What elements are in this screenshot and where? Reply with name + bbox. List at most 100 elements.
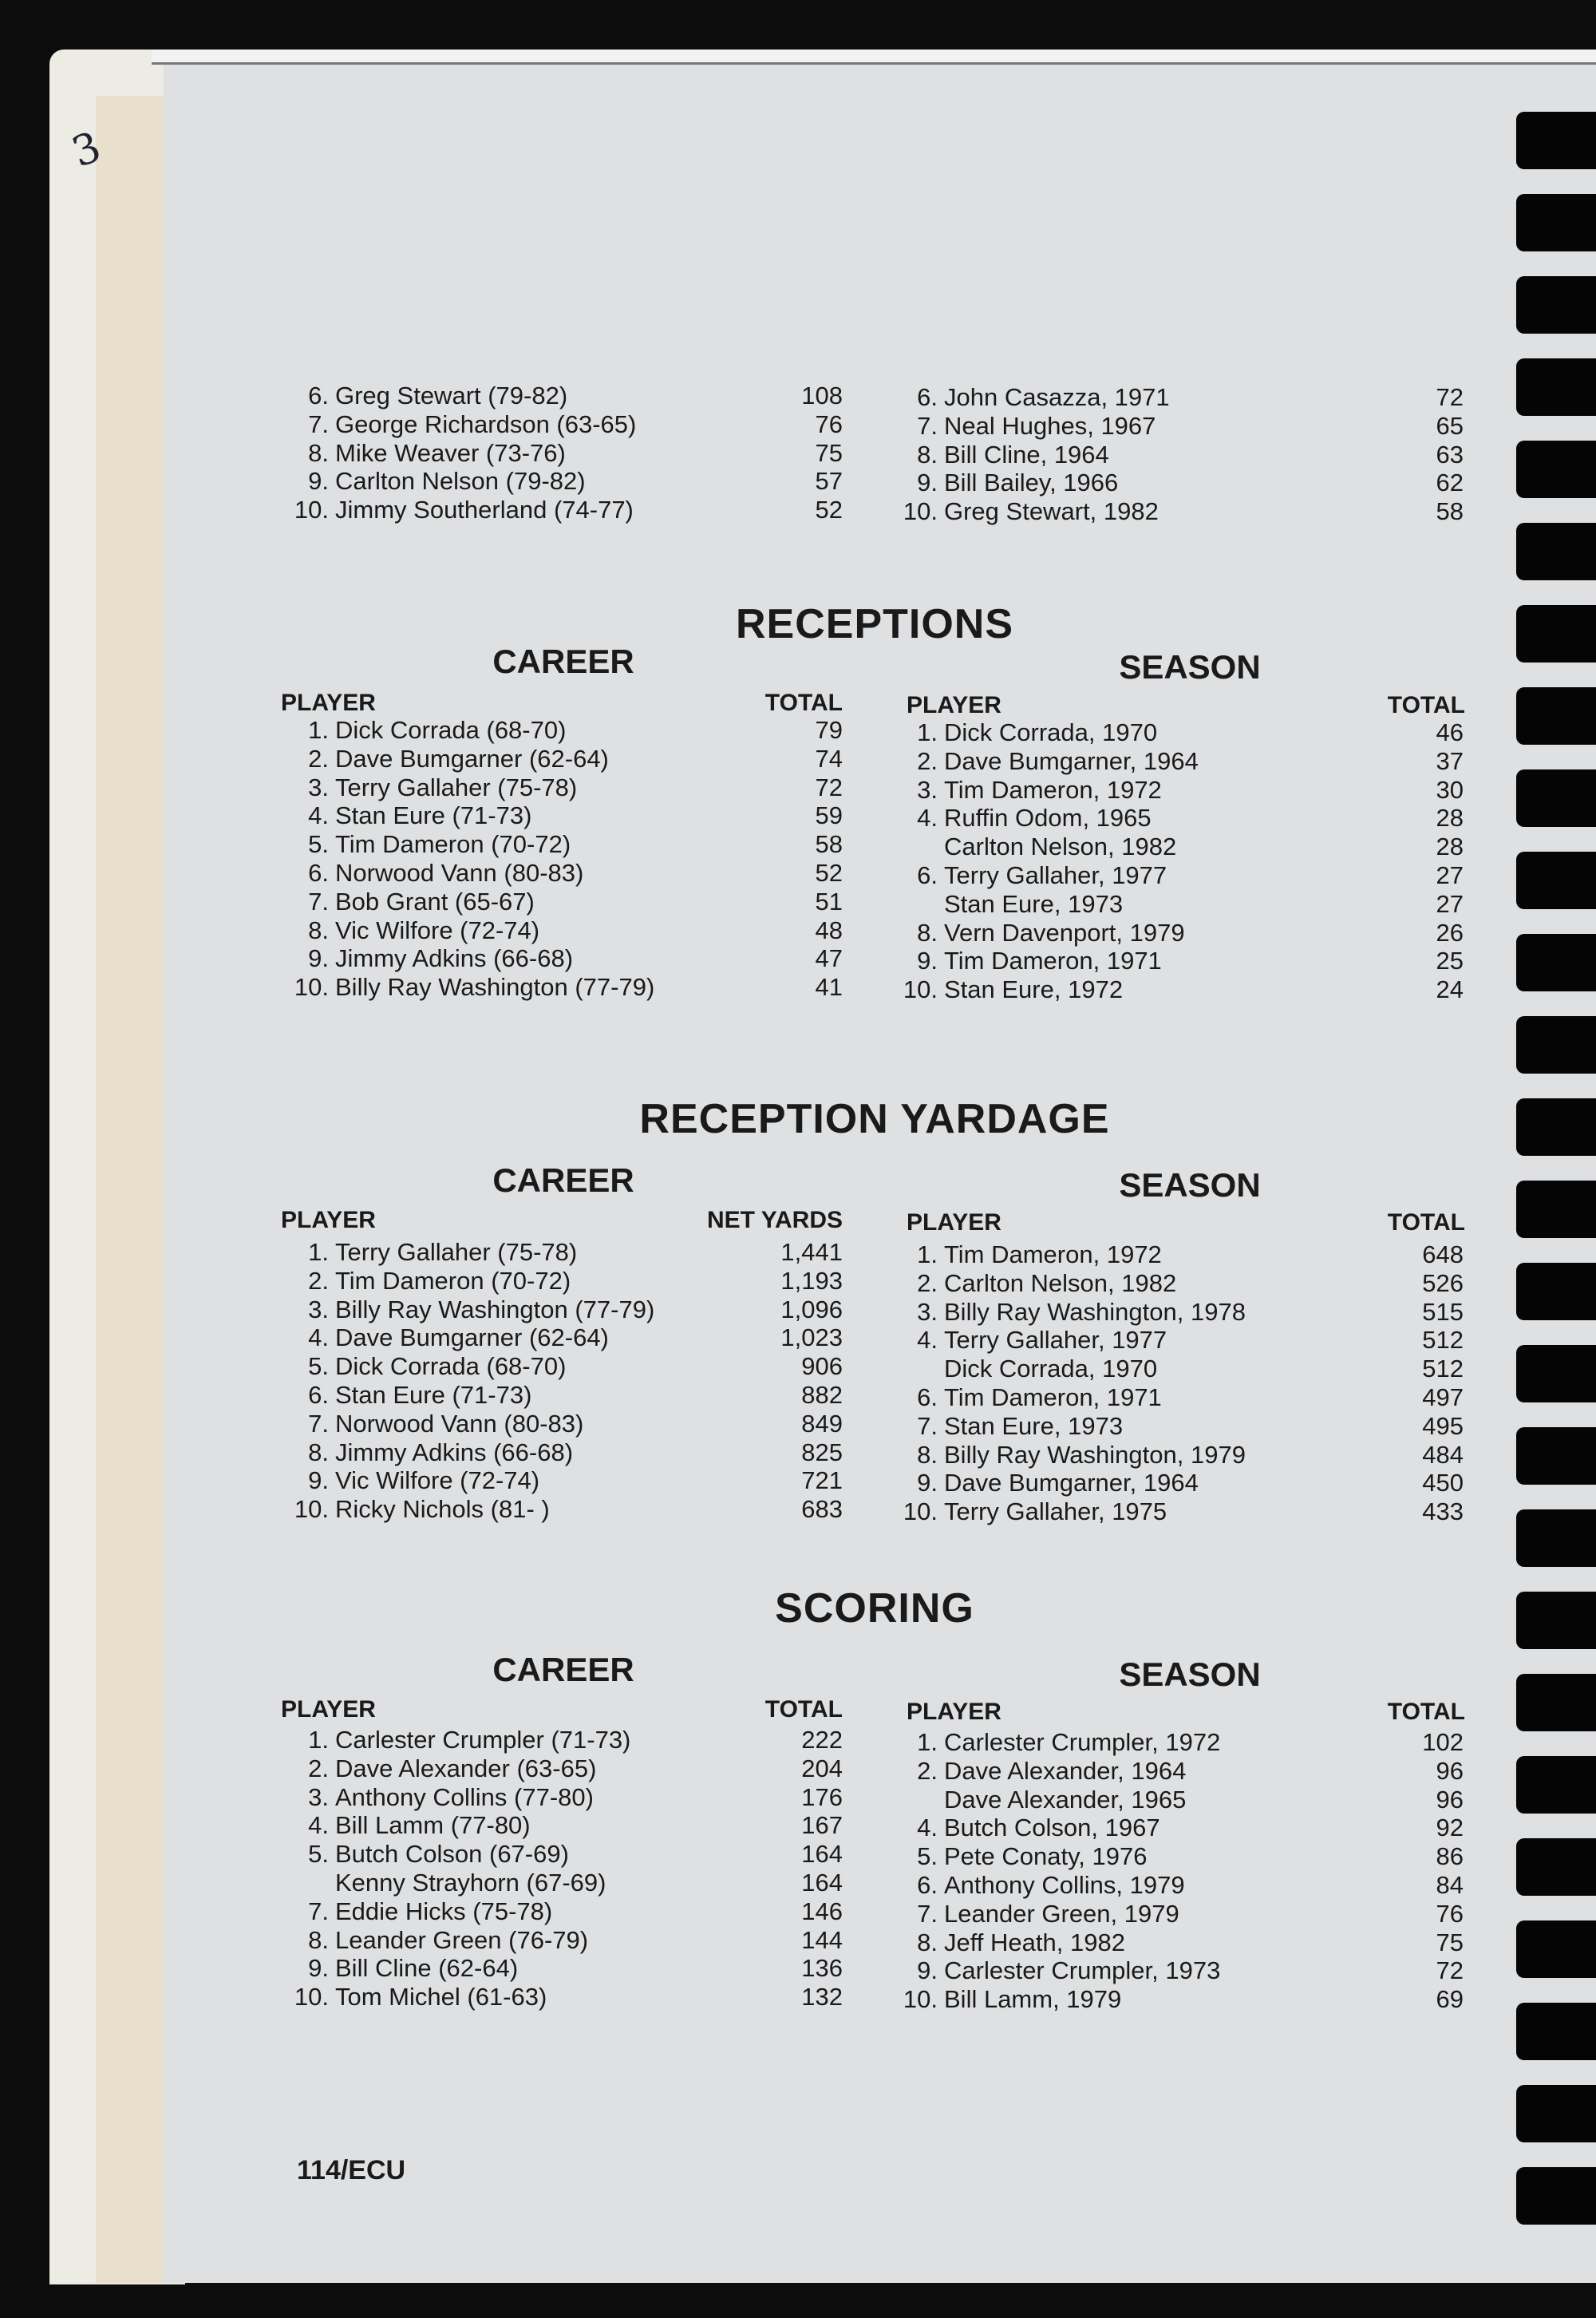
player-name: Mike Weaver (73-76) [335, 438, 566, 467]
player-name: George Richardson (63-65) [335, 409, 637, 438]
rank-number: 4. [917, 1326, 938, 1355]
stat-value: 72 [1436, 383, 1464, 411]
rank-number: 2. [917, 1756, 938, 1785]
player-name: Carlton Nelson, 1982 [944, 1268, 1177, 1297]
stat-value: 74 [815, 744, 843, 773]
stat-value: 59 [815, 801, 843, 830]
stat-value: 65 [1436, 411, 1464, 440]
player-name: Bill Cline, 1964 [944, 440, 1109, 469]
rank-number: 9. [308, 1954, 329, 1983]
player-name: Vern Davenport, 1979 [944, 918, 1185, 947]
player-name: Bill Cline (62-64) [335, 1954, 519, 1983]
rank-number: 9. [308, 467, 329, 496]
rank-number: 10. [294, 496, 329, 524]
stat-value: 96 [1436, 1756, 1464, 1785]
binding-ring [1516, 605, 1596, 663]
player-name: Neal Hughes, 1967 [944, 411, 1156, 440]
binding-ring [1516, 441, 1596, 498]
binding-ring [1516, 1345, 1596, 1402]
rank-number: 9. [917, 1469, 938, 1497]
rank-number: 5. [308, 830, 329, 859]
player-name: Dave Bumgarner, 1964 [944, 746, 1199, 775]
stat-value: 164 [801, 1840, 843, 1869]
stat-value: 58 [1436, 497, 1464, 526]
player-name: Anthony Collins (77-80) [335, 1782, 594, 1811]
binding-ring [1516, 1756, 1596, 1814]
stat-value: 164 [801, 1869, 843, 1897]
player-name: Dick Corrada (68-70) [335, 716, 567, 744]
player-name: Carlester Crumpler, 1972 [944, 1728, 1221, 1756]
stat-value: 41 [815, 973, 843, 1002]
stat-value: 515 [1422, 1297, 1464, 1326]
player-column-header: PLAYER [907, 1209, 1001, 1236]
stat-value: 683 [801, 1495, 843, 1524]
binding-ring [1516, 2167, 1596, 2225]
stat-value: 62 [1436, 469, 1464, 497]
rank-number: 7. [308, 1897, 329, 1925]
rank-number: 8. [917, 918, 938, 947]
value-column-header: TOTAL [1387, 692, 1465, 718]
rank-number: 6. [308, 382, 329, 409]
rank-number: 2. [917, 1268, 938, 1297]
value-column-header: NET YARDS [706, 1207, 843, 1233]
stat-value: 79 [815, 716, 843, 744]
stat-value: 648 [1422, 1240, 1464, 1268]
player-name: Norwood Vann (80-83) [335, 1409, 584, 1438]
rank-number: 1. [308, 1726, 329, 1754]
rank-number: 3. [917, 775, 938, 804]
player-name: Dave Alexander, 1964 [944, 1756, 1187, 1785]
binding-ring [1516, 1674, 1596, 1731]
stat-value: 92 [1436, 1814, 1464, 1842]
rank-number: 7. [917, 1899, 938, 1928]
stat-value: 497 [1422, 1383, 1464, 1411]
player-name: Anthony Collins, 1979 [944, 1871, 1185, 1899]
player-name: Dave Bumgarner (62-64) [335, 744, 609, 773]
rank-number: 6. [917, 861, 938, 889]
binding-ring [1516, 1181, 1596, 1238]
stat-value: 222 [801, 1726, 843, 1754]
section-title: RECEPTIONS [735, 601, 1014, 647]
stat-value: 75 [815, 438, 843, 467]
record-book-page [164, 56, 1596, 2283]
stat-value: 132 [801, 1983, 843, 2011]
player-name: Greg Stewart, 1982 [944, 497, 1159, 526]
rank-number: 9. [308, 944, 329, 973]
stat-value: 433 [1422, 1497, 1464, 1526]
player-name: Dave Alexander, 1965 [944, 1785, 1187, 1814]
rank-number: 9. [308, 1466, 329, 1495]
player-name: Billy Ray Washington (77-79) [335, 1295, 655, 1323]
stat-value: 204 [801, 1754, 843, 1782]
binding-ring [1516, 852, 1596, 909]
player-name: Dave Bumgarner, 1964 [944, 1469, 1199, 1497]
binding-ring [1516, 1016, 1596, 1074]
rank-number: 8. [308, 916, 329, 944]
index-tab-divider-inner [96, 96, 176, 2283]
rank-number: 1. [308, 1238, 329, 1266]
rank-number: 6. [308, 859, 329, 887]
rank-number: 2. [308, 744, 329, 773]
player-name: Vic Wilfore (72-74) [335, 1466, 540, 1495]
player-column-header: PLAYER [281, 690, 376, 716]
stat-value: 28 [1436, 833, 1464, 861]
rank-number: 10. [903, 1497, 938, 1526]
player-name: Butch Colson, 1967 [944, 1814, 1160, 1842]
stat-value: 24 [1436, 975, 1464, 1004]
player-name: Stan Eure, 1972 [944, 975, 1124, 1004]
rank-number: 9. [917, 469, 938, 497]
player-name: Stan Eure (71-73) [335, 1381, 532, 1409]
stat-value: 108 [801, 382, 843, 409]
binding-ring [1516, 2085, 1596, 2142]
stat-value: 86 [1436, 1842, 1464, 1871]
rank-number: 2. [308, 1266, 329, 1295]
player-name: Tom Michel (61-63) [335, 1983, 547, 2011]
rank-number: 8. [917, 1440, 938, 1469]
rank-number: 4. [308, 1323, 329, 1352]
player-name: Bob Grant (65-67) [335, 887, 535, 916]
player-name: Pete Conaty, 1976 [944, 1842, 1148, 1871]
stat-value: 144 [801, 1925, 843, 1954]
rank-number: 1. [917, 1240, 938, 1268]
player-name: Jeff Heath, 1982 [944, 1928, 1125, 1956]
rank-number: 8. [917, 440, 938, 469]
player-name: Stan Eure (71-73) [335, 801, 532, 830]
rank-number: 8. [308, 1438, 329, 1466]
